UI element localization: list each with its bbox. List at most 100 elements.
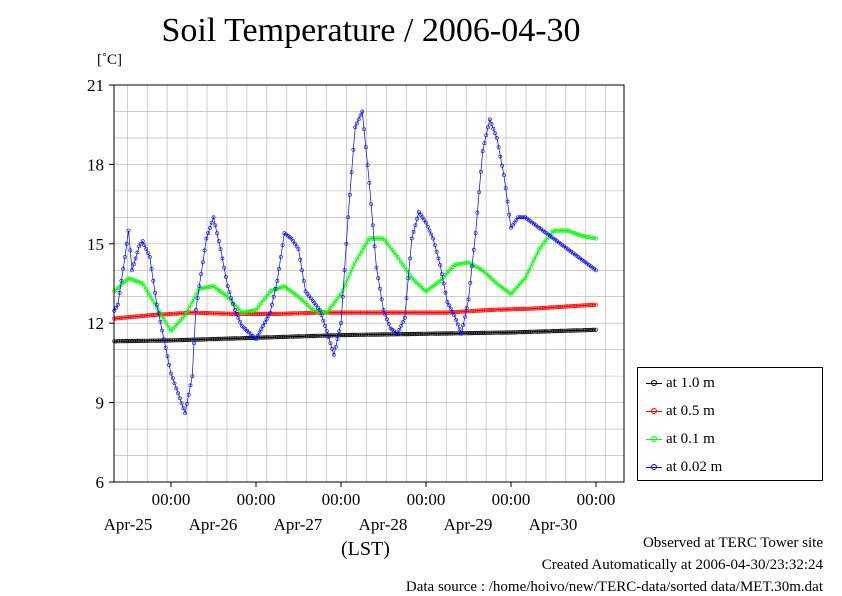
data-point: [379, 297, 384, 302]
data-point: [347, 272, 353, 277]
y-tick-label: 18: [87, 155, 104, 174]
data-point: [130, 268, 134, 273]
data-point: [362, 127, 366, 132]
data-point: [308, 296, 313, 301]
data-point: [455, 322, 460, 327]
data-point: [165, 354, 170, 359]
y-tick-label: 12: [87, 314, 104, 333]
data-point: [169, 371, 173, 376]
data-point: [269, 288, 275, 293]
data-point: [312, 301, 317, 305]
data-point: [160, 328, 165, 333]
data-point: [501, 173, 506, 177]
data-point: [354, 257, 360, 262]
data-point: [316, 305, 320, 310]
data-point: [193, 293, 198, 298]
x-tick-date: Apr-26: [189, 515, 238, 534]
data-point: [153, 290, 158, 295]
data-point: [238, 319, 243, 324]
data-point: [183, 313, 188, 318]
data-point: [291, 239, 296, 244]
data-point: [347, 192, 352, 197]
x-tick-time: 00:00: [152, 490, 191, 509]
data-point: [289, 236, 294, 241]
x-tick-time: 00:00: [322, 490, 361, 509]
data-point: [202, 248, 207, 253]
data-point: [593, 302, 599, 307]
data-point: [188, 303, 193, 308]
data-point: [234, 311, 239, 316]
data-point: [494, 135, 499, 140]
grid-lines: [114, 85, 624, 482]
data-point: [531, 257, 537, 263]
legend-swatch: [646, 461, 662, 473]
data-point: [254, 337, 258, 342]
data-point: [369, 202, 374, 207]
data-point: [131, 262, 136, 267]
legend-item: at 0.5 m: [646, 401, 715, 421]
data-point: [296, 247, 301, 252]
y-tick-label: 6: [96, 473, 105, 492]
data-point: [593, 236, 599, 241]
data-point: [170, 376, 175, 381]
data-point: [227, 290, 232, 295]
data-point: [137, 280, 142, 285]
data-point: [307, 294, 312, 299]
data-point: [401, 319, 405, 324]
data-point: [220, 256, 225, 261]
data-point: [339, 321, 343, 326]
data-point: [346, 215, 351, 220]
legend: at 1.0 m at 0.5 m at 0.1 m at 0.02 m: [637, 367, 823, 481]
data-point: [404, 296, 409, 301]
data-point: [491, 126, 496, 131]
data-point: [144, 287, 149, 292]
data-point: [154, 302, 159, 307]
series-line-3: [113, 110, 597, 415]
data-point: [523, 276, 528, 281]
data-point: [126, 228, 131, 233]
legend-swatch: [646, 433, 662, 445]
data-point: [567, 229, 572, 234]
data-point: [466, 297, 471, 302]
data-point: [151, 299, 156, 304]
data-point: [480, 149, 485, 154]
data-point: [395, 331, 400, 336]
series-markers-3: [112, 109, 598, 416]
footer-site: Observed at TERC Tower site: [642, 535, 823, 551]
data-point: [570, 230, 576, 235]
data-point: [179, 401, 184, 406]
data-point: [335, 337, 340, 342]
legend-item: at 0.1 m: [646, 429, 715, 449]
data-point: [425, 224, 430, 229]
data-point: [342, 284, 347, 289]
data-point: [434, 249, 439, 254]
data-point: [510, 223, 515, 228]
x-tick-date: Apr-25: [104, 515, 153, 534]
data-point: [149, 266, 154, 271]
data-point: [257, 330, 262, 335]
data-point: [512, 220, 517, 225]
y-axis-unit: [˚C]: [97, 52, 122, 68]
data-point: [431, 236, 436, 241]
data-point: [498, 154, 503, 159]
data-point: [569, 229, 574, 234]
data-point: [500, 163, 505, 168]
data-point: [195, 296, 200, 301]
data-point: [190, 374, 195, 379]
data-point: [300, 268, 304, 273]
x-tick-date: Apr-27: [274, 515, 323, 534]
data-point: [236, 315, 241, 320]
data-point: [124, 241, 129, 246]
data-point: [448, 306, 453, 311]
data-point: [161, 337, 166, 342]
data-point: [507, 212, 512, 217]
data-point: [206, 231, 211, 236]
data-point: [116, 302, 120, 307]
data-point: [183, 411, 188, 416]
data-point: [436, 256, 441, 261]
data-point: [452, 313, 457, 318]
data-point: [422, 218, 427, 222]
data-point: [429, 232, 434, 237]
data-point: [406, 276, 411, 281]
